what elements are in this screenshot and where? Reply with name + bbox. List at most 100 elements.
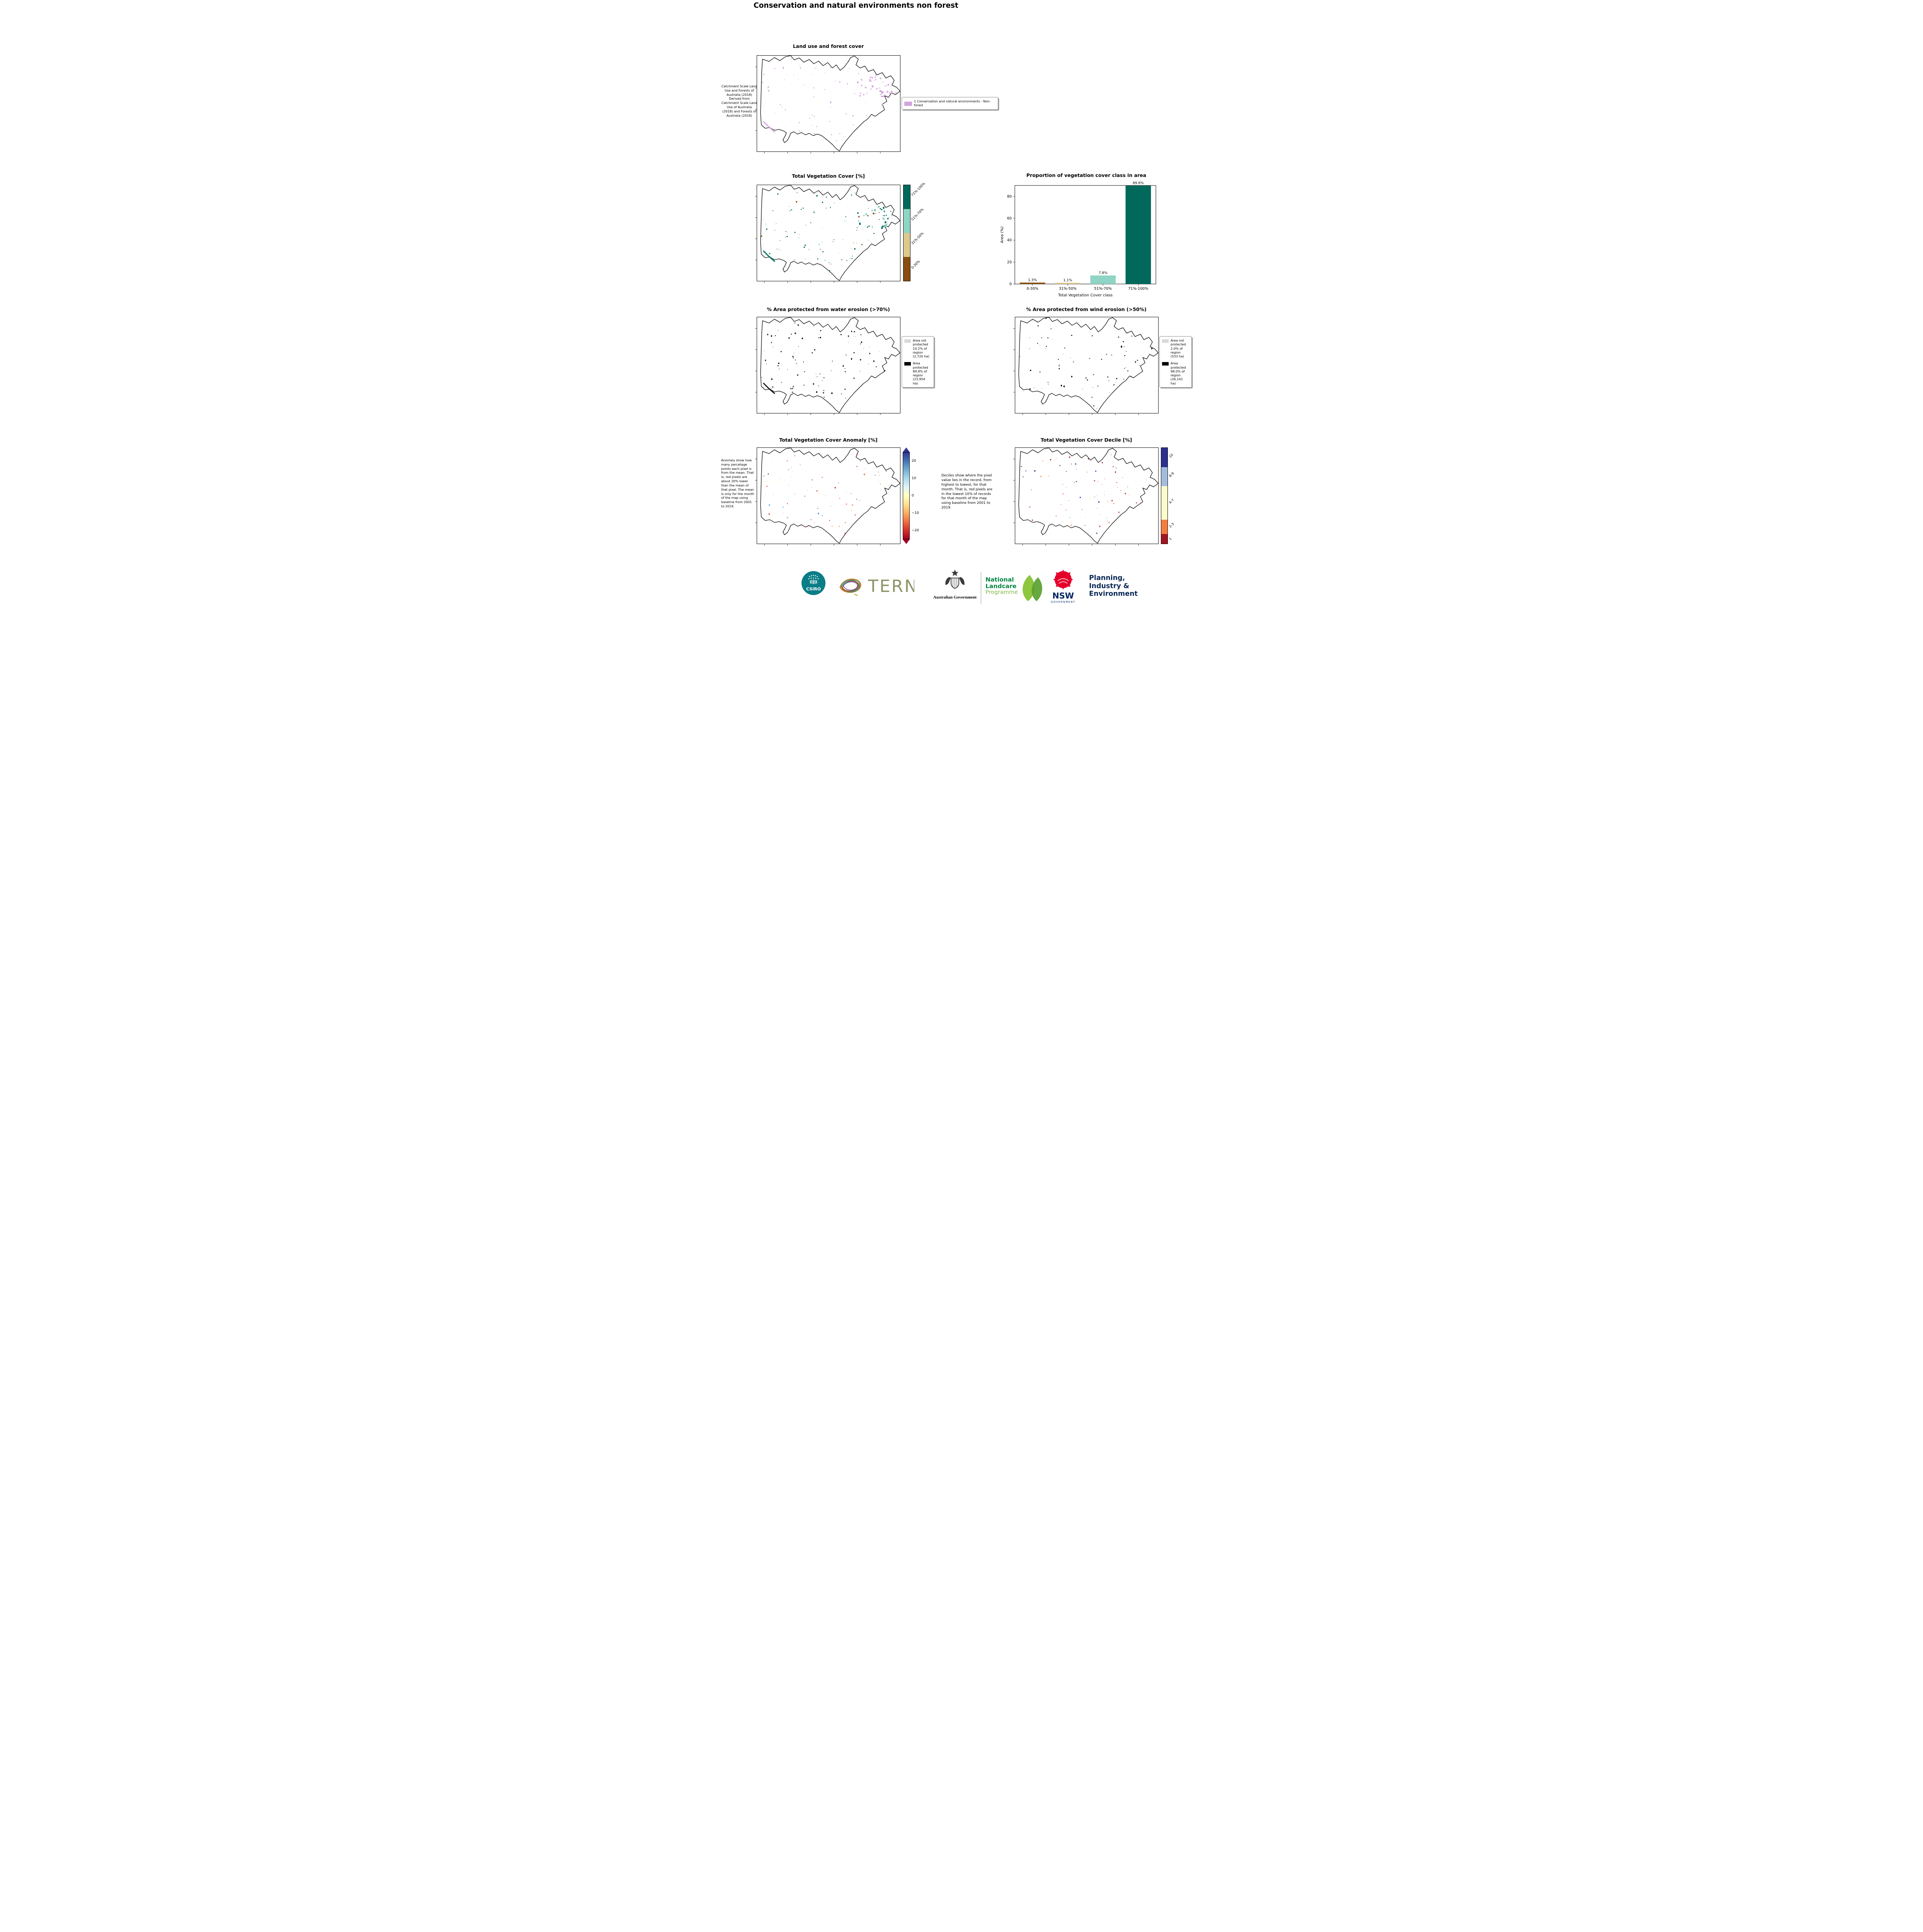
leaf-light <box>1023 575 1035 601</box>
landcare-line1: National <box>985 576 1014 583</box>
colorbar-tick-label: 20 <box>912 459 916 463</box>
y-tick-label: 60 <box>1007 216 1012 221</box>
colorbar-segment <box>1161 534 1167 544</box>
landuse-map <box>755 55 900 153</box>
wind-legend: Area not protected 2.0% of region (533 h… <box>1159 336 1192 388</box>
colorbar-label: 31%-50% <box>910 231 925 246</box>
wind-legend-label-notprotected: Area not protected 2.0% of region (533 h… <box>1171 338 1186 358</box>
axis-ticks <box>755 328 881 415</box>
colorbar-tick-label: −20 <box>912 529 919 533</box>
bar-value-label: 89.8% <box>1133 182 1144 185</box>
colorbar-segment <box>1161 448 1167 467</box>
tern-wordmark: TERN <box>868 577 914 596</box>
csiro-dots <box>808 575 819 580</box>
tern-scribble-icon <box>839 578 861 596</box>
legend-entry: Area not protected 10.2% of region (2,72… <box>904 338 931 358</box>
water-legend-label-notprotected: Area not protected 10.2% of region (2,72… <box>913 338 929 358</box>
tern-label: TERN <box>868 577 914 596</box>
colorbar-tick-label: −10 <box>912 511 919 515</box>
csiro-logo: CSIRO <box>802 571 825 595</box>
proportion-chart: 0 20 40 60 80 Area (%) 1.3% 0-30% 1.1% 31%-50% 7.8… <box>1000 182 1156 298</box>
coast-streak <box>763 250 775 262</box>
x-tick-label: 71%-100% <box>1128 287 1149 291</box>
map-speckles <box>761 190 894 277</box>
bar-value-label: 7.8% <box>1099 271 1108 275</box>
map-speckles <box>763 454 887 534</box>
map-frame <box>1015 317 1159 413</box>
axis-ticks <box>755 196 881 283</box>
water-map <box>755 317 900 415</box>
colorbar-segment <box>904 257 910 281</box>
colorbar-tick-label: 0 <box>912 494 914 498</box>
plot-frame <box>1014 185 1156 284</box>
wind-legend-swatch-notprotected <box>1162 339 1169 343</box>
landcare-line3: Programme <box>985 589 1018 596</box>
colorbar-segment <box>904 233 910 257</box>
decile-title: Total Vegetation Cover Decile [%] <box>1040 437 1132 443</box>
colorbar-segment <box>904 185 910 209</box>
x-axis-label: Total Vegetation Cover class <box>1058 293 1113 298</box>
anomaly-title: Total Vegetation Cover Anomaly [%] <box>779 437 878 443</box>
wind-map <box>1013 317 1159 415</box>
bar-value-label: 1.3% <box>1028 278 1037 282</box>
colorbar-tick-label: 10 <box>912 476 916 480</box>
map-frame <box>757 55 900 152</box>
axis-ticks <box>1013 459 1139 546</box>
anomaly-caption: Anomaly show how many percetage points e… <box>721 458 754 509</box>
landuse-caption: Catchment Scale Land Use and Forests of … <box>721 84 757 117</box>
dpie-line3: Environment <box>1089 590 1138 598</box>
water-legend-swatch-protected <box>904 362 911 366</box>
axis-ticks <box>1013 328 1139 415</box>
water-legend: Area not protected 10.2% of region (2,72… <box>902 336 934 388</box>
australian-government-crest-icon <box>945 570 965 589</box>
csiro-label: CSIRO <box>806 587 821 592</box>
axis-ticks <box>755 459 881 546</box>
colorbar-label: 0-30% <box>910 259 921 270</box>
coast-streak <box>763 121 775 133</box>
colorbar-label: 71%-100% <box>910 182 926 197</box>
csiro-bars <box>810 580 817 584</box>
x-tick-label: 31%-50% <box>1059 287 1077 291</box>
water-legend-label-protected: Area protected 89.8% of region (23,954 h… <box>913 361 928 385</box>
tvc-map <box>755 185 900 283</box>
landuse-legend-label: 1 Conservation and natural environments … <box>914 99 991 107</box>
anomaly-colorbar-gradient <box>903 452 910 539</box>
map-speckles <box>1019 318 1152 409</box>
y-tick-label: 20 <box>1007 260 1012 264</box>
bar <box>1125 185 1151 284</box>
water-legend-swatch-notprotected <box>904 339 911 343</box>
colorbar-label: 10 <box>1168 453 1174 459</box>
bar <box>1019 282 1045 284</box>
bar <box>1055 282 1081 284</box>
colorbar-segment <box>1161 519 1167 534</box>
colorbar-segment <box>1161 467 1167 486</box>
wind-legend-swatch-protected <box>1162 362 1169 366</box>
wind-legend-label-protected: Area protected 98.0% of region (26,141 h… <box>1171 361 1186 385</box>
landcare-leaves-icon <box>1023 575 1042 601</box>
bar <box>1090 275 1116 284</box>
page-title: Conservation and natural environments no… <box>754 2 958 10</box>
map-speckles <box>761 322 885 398</box>
map-speckles <box>1021 454 1157 534</box>
tvc-colorbar <box>903 185 910 281</box>
colorbar-label: 8-9 <box>1168 471 1175 478</box>
landuse-legend-swatch <box>904 101 912 106</box>
anomaly-tri-bottom <box>903 539 910 544</box>
dpie-wordmark: Planning, Industry & Environment <box>1089 574 1138 598</box>
decile-caption: Deciles show where the pixel value lies … <box>941 474 992 510</box>
landuse-legend: 1 Conservation and natural environments … <box>902 97 998 110</box>
tvc-map-title: Total Vegetation Cover [%] <box>792 173 865 179</box>
crest-shapes <box>945 570 965 585</box>
proportion-chart-title: Proportion of vegetation cover class in … <box>1026 172 1147 178</box>
nsw-government-label: GOVERNMENT <box>1051 600 1076 604</box>
waratah-detail <box>1057 578 1069 584</box>
region-outline <box>760 55 900 151</box>
map-speckles <box>762 58 897 146</box>
x-tick-label: 0-30% <box>1026 287 1038 291</box>
water-title: % Area protected from water erosion (>70… <box>767 306 890 312</box>
crest-shield <box>951 578 959 589</box>
dpie-line2: Industry & <box>1089 582 1130 590</box>
waratah-petals <box>1053 570 1073 590</box>
map-frame <box>757 447 900 544</box>
landcare-wordmark: National Landcare Programme <box>985 577 1018 596</box>
